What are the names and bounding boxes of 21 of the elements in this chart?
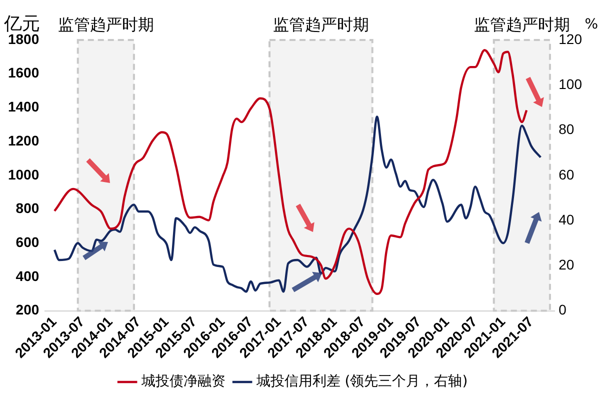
line-series xyxy=(53,116,542,293)
y-tick-label: 400 xyxy=(16,268,40,284)
legend-label: 城投信用利差 (领先三个月，右轴) xyxy=(255,374,468,390)
y2-tick-label: 40 xyxy=(558,211,574,228)
y-tick-label: 1600 xyxy=(8,64,40,81)
y2-tick-label: 0 xyxy=(558,302,567,318)
y2-tick-label: 60 xyxy=(558,166,574,182)
line-series xyxy=(53,49,528,295)
y-tick-label: 1000 xyxy=(8,166,40,182)
y2-tick-label: 80 xyxy=(558,121,574,138)
legend-label: 城投债净融资 xyxy=(140,374,226,390)
y-tick-label: 1200 xyxy=(8,132,40,148)
band-label: 监管趋严时期 xyxy=(58,15,154,34)
y-tick-label: 800 xyxy=(16,200,40,216)
y2-tick-label: 100 xyxy=(558,76,582,92)
y-tick-label: 200 xyxy=(16,302,40,318)
band-label: 监管趋严时期 xyxy=(272,15,369,34)
y2-axis-title: % xyxy=(584,16,598,33)
y-tick-label: 1400 xyxy=(8,98,40,115)
y2-tick-label: 20 xyxy=(558,256,574,273)
y-tick-label: 600 xyxy=(16,234,40,250)
